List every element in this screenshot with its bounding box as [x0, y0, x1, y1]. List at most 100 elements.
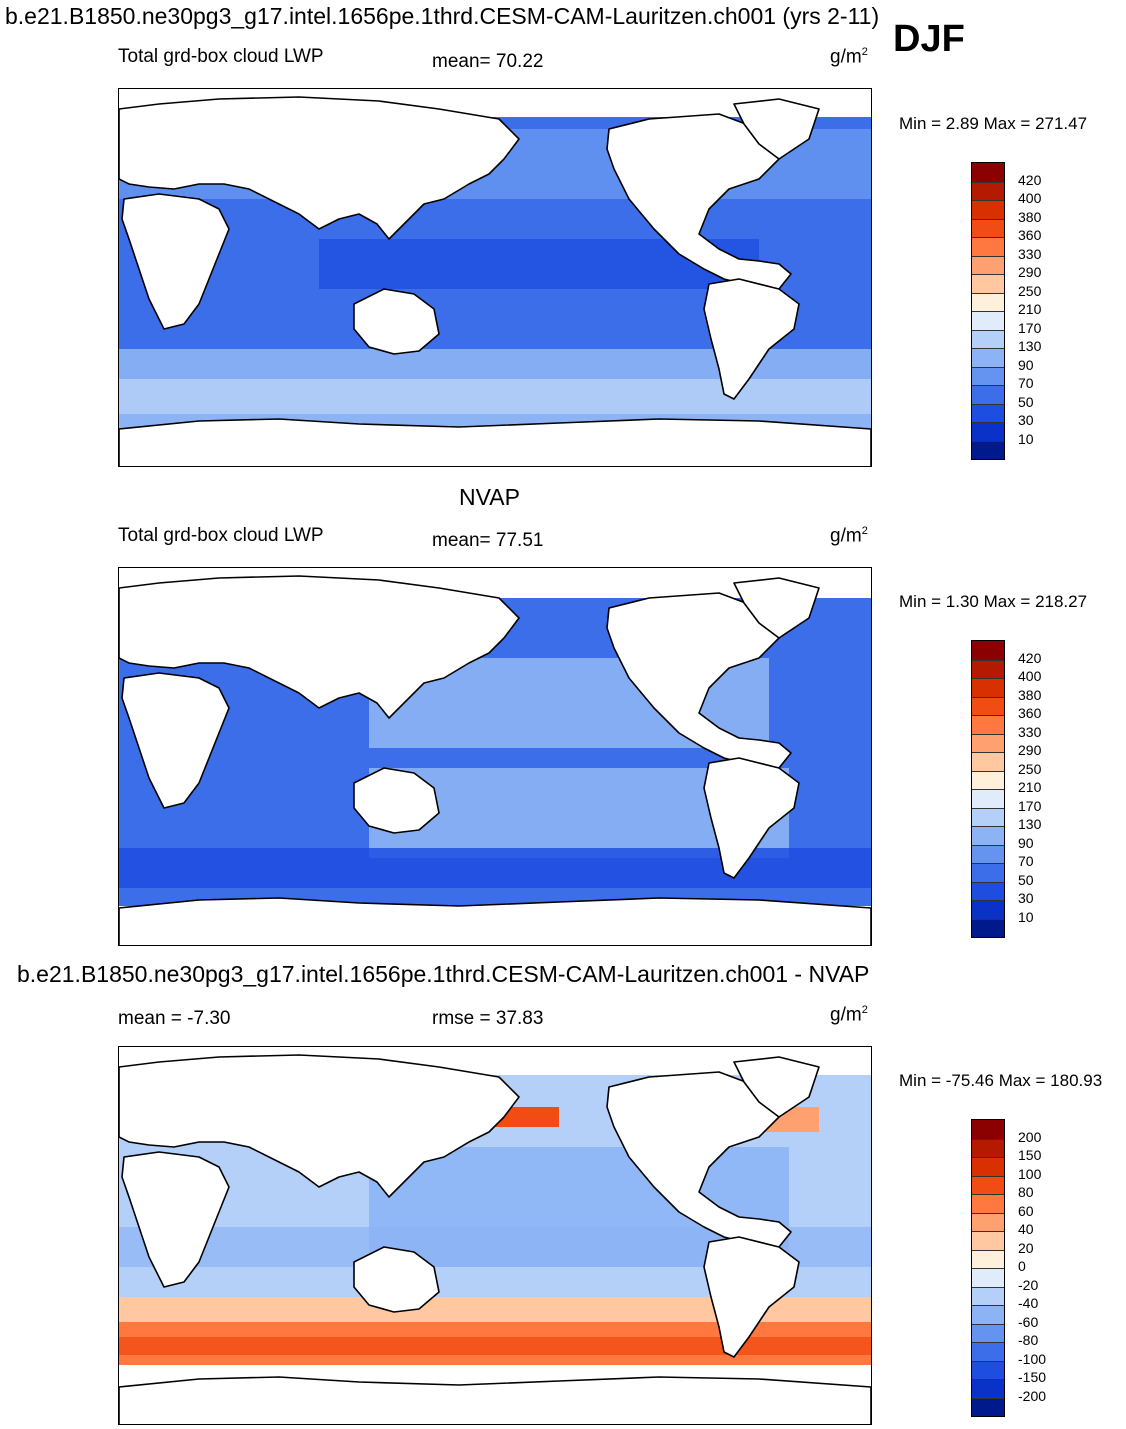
- colorbar-tick-label: 170: [1018, 319, 1042, 336]
- colorbar-tick-label: 90: [1018, 834, 1034, 851]
- panel2-units: g/m2: [830, 525, 868, 547]
- colorbar-tick-label: 420: [1018, 649, 1042, 666]
- colorbar-cell: [972, 366, 1004, 385]
- panel1-variable: Total grd-box cloud LWP: [118, 46, 324, 67]
- colorbar-tick-label: 380: [1018, 208, 1042, 225]
- colorbar-tick-label: 70: [1018, 375, 1034, 391]
- colorbar-tick-label: 60: [1018, 1202, 1034, 1219]
- colorbar-cell: [972, 255, 1004, 274]
- panel1-units: g/m2: [830, 46, 868, 68]
- colorbar-cell: [972, 237, 1004, 256]
- colorbar-tick-label: -80: [1018, 1332, 1039, 1348]
- panel2-colorbar: [971, 640, 1005, 938]
- colorbar-cell: [972, 292, 1004, 311]
- colorbar-tick-label: 400: [1018, 190, 1042, 206]
- colorbar-cell: [972, 826, 1004, 845]
- colorbar-tick-label: -40: [1018, 1295, 1039, 1311]
- colorbar-tick-label: 380: [1018, 686, 1042, 703]
- colorbar-cell: [972, 1379, 1004, 1398]
- colorbar-tick-label: 30: [1018, 412, 1034, 428]
- colorbar-cell: [972, 200, 1004, 219]
- colorbar-cell: [972, 900, 1004, 919]
- colorbar-tick-label: 290: [1018, 742, 1042, 758]
- colorbar-tick-label: 0: [1018, 1258, 1026, 1274]
- colorbar-tick-label: 210: [1018, 301, 1042, 317]
- colorbar-cell: [972, 1138, 1004, 1157]
- colorbar-cell: [972, 1157, 1004, 1176]
- colorbar-tick-label: 130: [1018, 816, 1042, 832]
- colorbar-tick-label: 50: [1018, 393, 1034, 410]
- colorbar-tick-label: -60: [1018, 1313, 1039, 1330]
- colorbar-cell: [972, 1268, 1004, 1287]
- panel2-map: [118, 567, 872, 946]
- colorbar-cell: [972, 274, 1004, 293]
- colorbar-tick-label: 420: [1018, 171, 1042, 188]
- colorbar-cell: [972, 422, 1004, 441]
- colorbar-tick-label: 330: [1018, 723, 1042, 740]
- colorbar-tick-label: 150: [1018, 1147, 1042, 1163]
- colorbar-tick-label: 200: [1018, 1128, 1042, 1145]
- colorbar-cell: [972, 311, 1004, 330]
- panel3-map: [118, 1046, 872, 1425]
- colorbar-cell: [972, 789, 1004, 808]
- panel3-units: g/m2: [830, 1004, 868, 1026]
- colorbar-tick-label: 290: [1018, 264, 1042, 280]
- colorbar-cell: [972, 1120, 1004, 1139]
- colorbar-cell: [972, 440, 1004, 459]
- colorbar-cell: [972, 403, 1004, 422]
- colorbar-cell: [972, 348, 1004, 367]
- colorbar-tick-label: 100: [1018, 1165, 1042, 1182]
- panel1-minmax: Min = 2.89 Max = 271.47: [899, 114, 1088, 133]
- panel3-title: b.e21.B1850.ne30pg3_g17.intel.1656pe.1th…: [17, 961, 870, 987]
- colorbar-cell: [972, 752, 1004, 771]
- colorbar-cell: [972, 844, 1004, 863]
- colorbar-cell: [972, 733, 1004, 752]
- colorbar-tick-label: 20: [1018, 1239, 1034, 1256]
- colorbar-tick-label: 90: [1018, 356, 1034, 373]
- panel3-rmse: rmse = 37.83: [432, 1008, 544, 1029]
- colorbar-cell: [972, 678, 1004, 697]
- colorbar-cell: [972, 385, 1004, 404]
- colorbar-tick-label: -150: [1018, 1369, 1047, 1385]
- colorbar-tick-label: 70: [1018, 853, 1034, 869]
- colorbar-cell: [972, 770, 1004, 789]
- colorbar-cell: [972, 1212, 1004, 1231]
- colorbar-cell: [972, 1397, 1004, 1416]
- colorbar-cell: [972, 1305, 1004, 1324]
- colorbar-cell: [972, 163, 1004, 182]
- case-title: b.e21.B1850.ne30pg3_g17.intel.1656pe.1th…: [5, 3, 880, 29]
- colorbar-cell: [972, 1231, 1004, 1250]
- panel3-colorbar: [971, 1119, 1005, 1417]
- panel2-minmax: Min = 1.30 Max = 218.27: [899, 592, 1088, 611]
- colorbar-cell: [972, 1175, 1004, 1194]
- colorbar-cell: [972, 1249, 1004, 1268]
- colorbar-cell: [972, 659, 1004, 678]
- colorbar-cell: [972, 1342, 1004, 1361]
- panel2-title: NVAP: [459, 484, 520, 510]
- colorbar-cell: [972, 1194, 1004, 1213]
- colorbar-tick-label: 360: [1018, 705, 1042, 721]
- panel2-variable: Total grd-box cloud LWP: [118, 525, 324, 546]
- colorbar-cell: [972, 807, 1004, 826]
- colorbar-tick-label: 10: [1018, 430, 1034, 447]
- colorbar-tick-label: 360: [1018, 227, 1042, 243]
- colorbar-tick-label: 50: [1018, 871, 1034, 888]
- colorbar-tick-label: 330: [1018, 245, 1042, 262]
- colorbar-cell: [972, 329, 1004, 348]
- panel1-colorbar: [971, 162, 1005, 460]
- colorbar-tick-label: -100: [1018, 1350, 1047, 1367]
- colorbar-tick-label: 40: [1018, 1221, 1034, 1237]
- colorbar-tick-label: 210: [1018, 779, 1042, 795]
- panel3-minmax: Min = -75.46 Max = 180.93: [899, 1071, 1103, 1090]
- panel1-mean: mean= 70.22: [432, 51, 544, 72]
- colorbar-tick-label: 170: [1018, 797, 1042, 814]
- colorbar-tick-label: 250: [1018, 282, 1042, 299]
- colorbar-cell: [972, 1360, 1004, 1379]
- colorbar-tick-label: 10: [1018, 908, 1034, 925]
- colorbar-tick-label: -20: [1018, 1276, 1039, 1293]
- colorbar-cell: [972, 696, 1004, 715]
- colorbar-cell: [972, 715, 1004, 734]
- colorbar-cell: [972, 218, 1004, 237]
- colorbar-tick-label: 80: [1018, 1184, 1034, 1200]
- colorbar-tick-label: 30: [1018, 890, 1034, 906]
